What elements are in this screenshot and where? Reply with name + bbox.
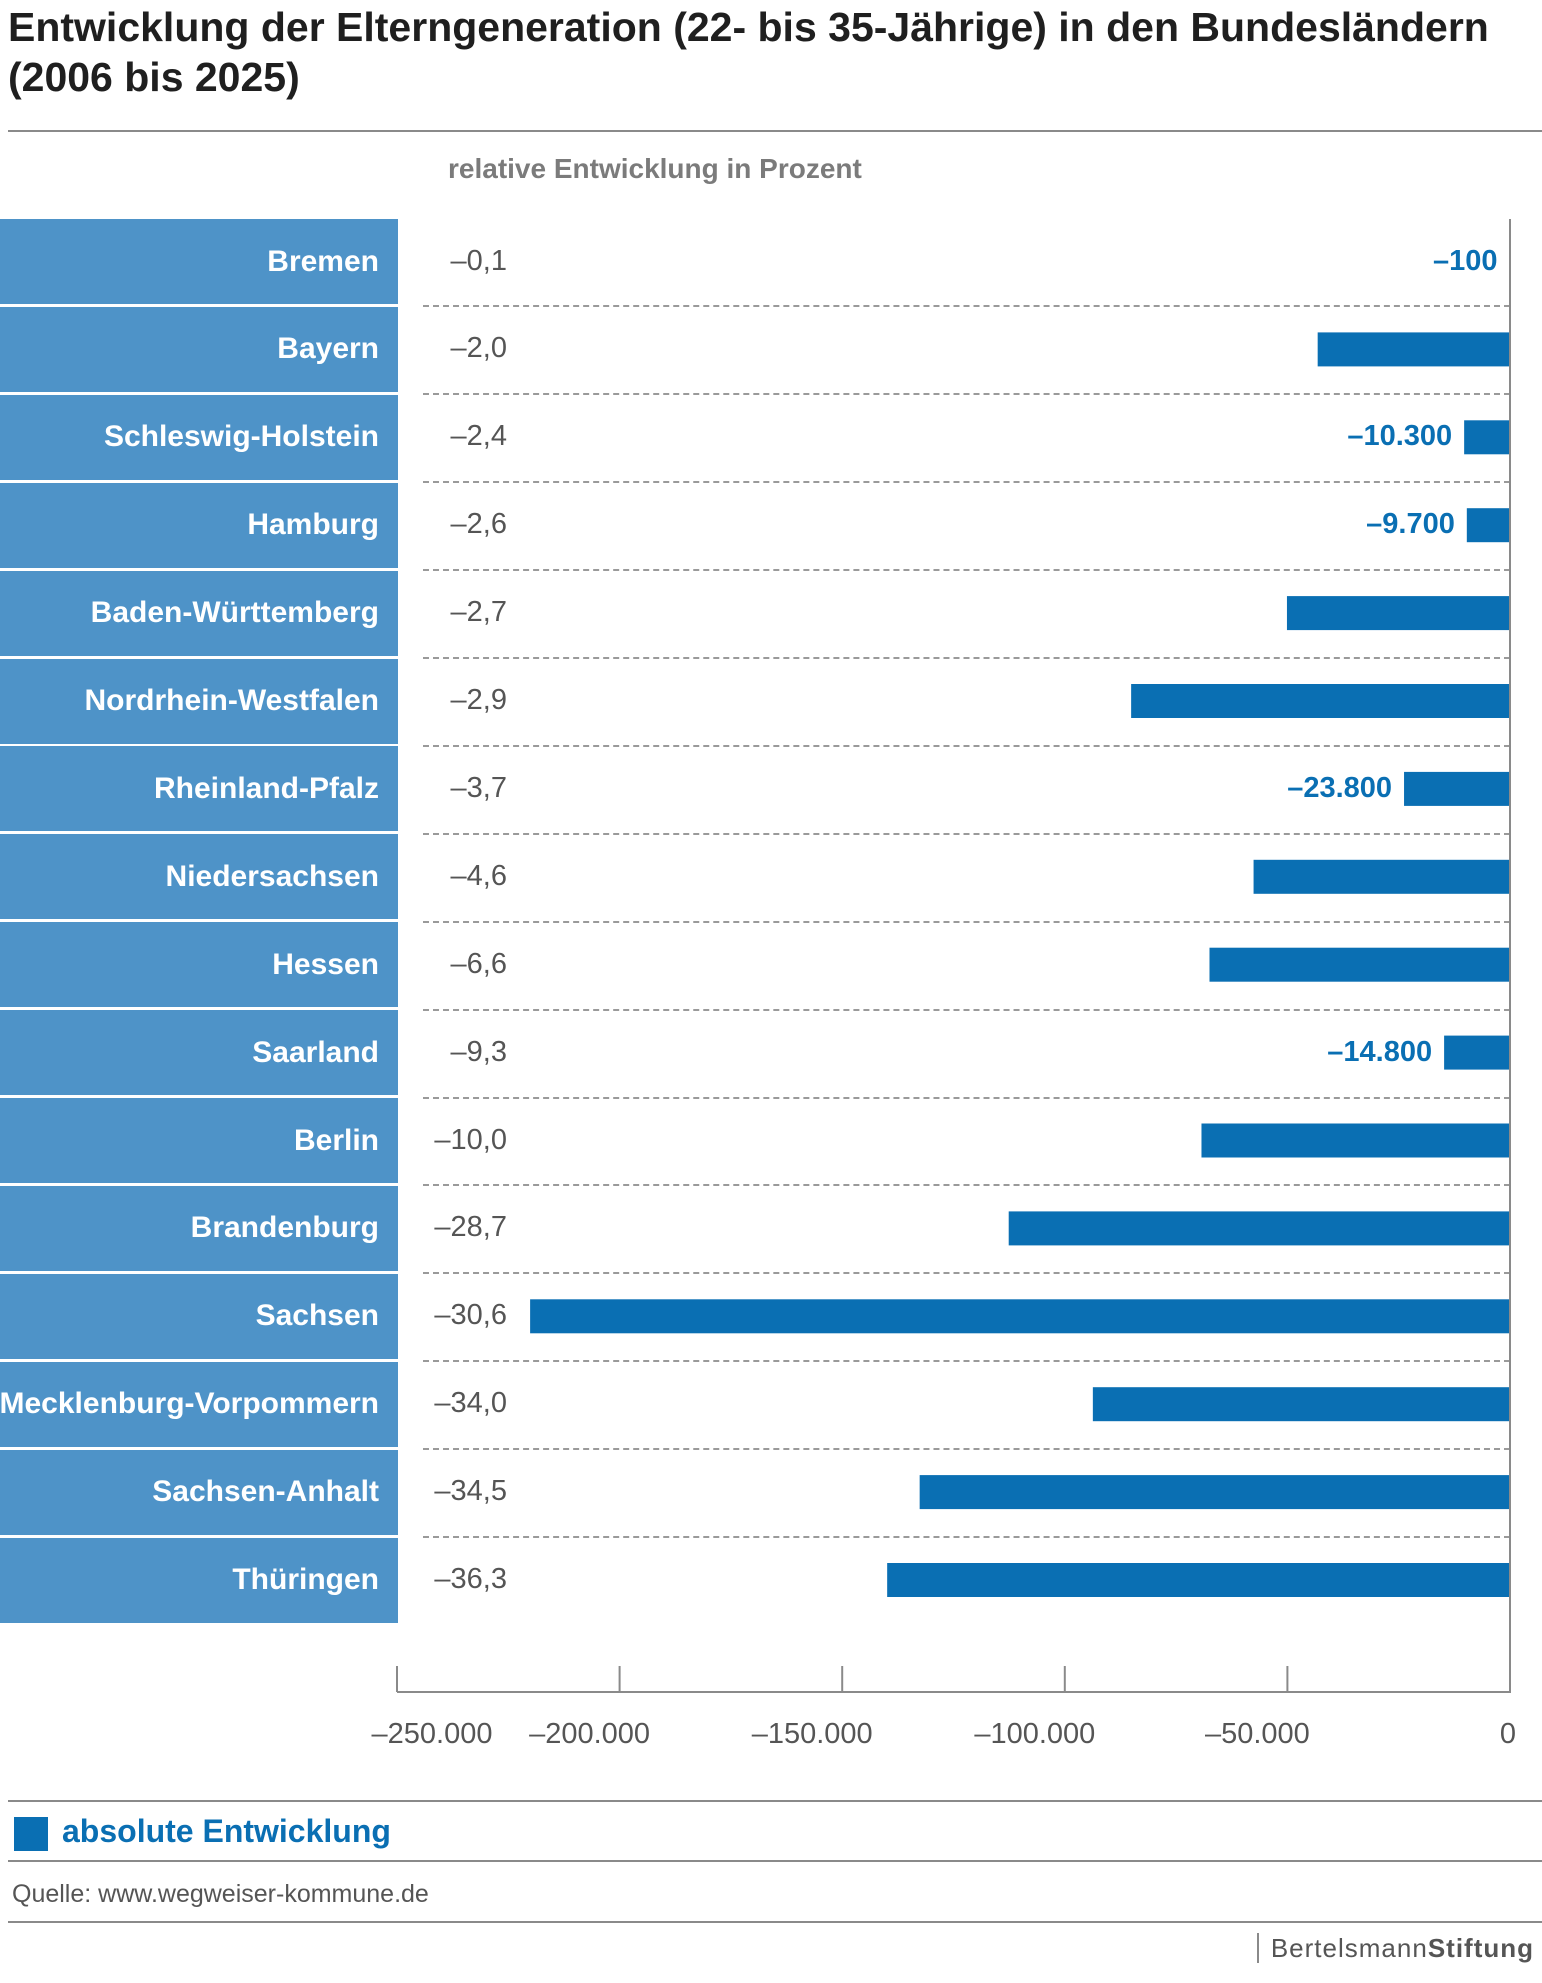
bar	[1466, 508, 1510, 543]
value-label: –14.800	[1327, 1035, 1433, 1068]
row-separator	[423, 393, 1510, 396]
category-label: Sachsen	[0, 1273, 398, 1359]
bar	[1253, 859, 1510, 894]
row-separator	[423, 920, 1510, 923]
footer-rule	[8, 1921, 1542, 1923]
chart-title: Entwicklung der Elterngeneration (22- bi…	[8, 4, 1489, 100]
row-separator	[423, 1448, 1510, 1451]
category-label: Niedersachsen	[0, 834, 398, 920]
row-separator	[423, 305, 1510, 308]
percent-label: –9,3	[450, 1035, 507, 1068]
bar	[1404, 771, 1510, 806]
row-separator	[423, 1272, 1510, 1275]
category-label: Baden-Württemberg	[0, 570, 398, 656]
row-separator	[423, 1360, 1510, 1363]
x-tick-label: 0	[1499, 1718, 1517, 1750]
bar	[919, 1475, 1510, 1510]
legend-swatch	[14, 1817, 48, 1851]
percent-label: –2,9	[450, 684, 507, 716]
legend-label: absolute Entwicklung	[62, 1813, 391, 1849]
percent-label: –2,7	[450, 596, 507, 629]
brand-part2: Stiftung	[1427, 1933, 1534, 1963]
percent-label: –34,0	[434, 1387, 507, 1420]
category-label: Hamburg	[0, 482, 398, 568]
percent-label: –3,7	[450, 771, 507, 804]
value-label: –100	[1433, 244, 1498, 277]
bar	[1464, 420, 1510, 455]
category-label: Schleswig-Holstein	[0, 394, 398, 480]
brand-part1: Bertelsmann	[1270, 1933, 1428, 1963]
bar	[1092, 1387, 1510, 1422]
top-rule	[8, 130, 1542, 132]
bar	[1131, 684, 1510, 718]
percent-label: –34,5	[434, 1475, 507, 1508]
row-separator	[423, 832, 1510, 835]
category-label: Brandenburg	[0, 1185, 398, 1271]
category-label: Mecklenburg-Vorpommern	[0, 1361, 398, 1447]
percent-label: –0,1	[450, 244, 507, 277]
legend-top-rule	[8, 1800, 1542, 1802]
chart-subtitle: relative Entwicklung in Prozent	[448, 153, 862, 184]
x-tick-label: –50.000	[1204, 1718, 1310, 1750]
percent-label: –2,4	[450, 420, 507, 453]
category-label: Saarland	[0, 1010, 398, 1096]
row-separator	[423, 481, 1510, 484]
percent-label: –2,0	[450, 332, 507, 365]
value-label: –10.300	[1347, 420, 1453, 453]
value-label: –23.800	[1287, 771, 1393, 804]
category-label: Thüringen	[0, 1537, 398, 1623]
bar	[530, 1299, 1510, 1334]
percent-label: –6,6	[450, 947, 507, 980]
percent-label: –28,7	[434, 1211, 507, 1244]
bar	[887, 1563, 1510, 1597]
x-tick-label: –150.000	[751, 1718, 873, 1750]
bar	[1201, 1123, 1510, 1158]
x-tick-label: –250.000	[371, 1718, 493, 1750]
row-separator	[423, 569, 1510, 572]
bar	[1008, 1211, 1510, 1246]
brand-logo: BertelsmannStiftung	[1256, 1933, 1534, 1963]
percent-label: –30,6	[434, 1299, 507, 1332]
category-label: Sachsen-Anhalt	[0, 1449, 398, 1535]
bar	[1286, 596, 1510, 631]
source-text: Quelle: www.wegweiser-kommune.de	[12, 1880, 429, 1908]
row-separator	[423, 1184, 1510, 1187]
category-label: Nordrhein-Westfalen	[0, 658, 398, 744]
x-tick-label: –200.000	[529, 1718, 651, 1750]
value-label: –9.700	[1366, 508, 1455, 541]
percent-label: –2,6	[450, 508, 507, 541]
category-label: Berlin	[0, 1098, 398, 1183]
bar	[1209, 947, 1510, 982]
category-label: Hessen	[0, 922, 398, 1008]
bar	[1317, 332, 1510, 367]
row-separator	[423, 744, 1510, 747]
category-label: Rheinland-Pfalz	[0, 746, 398, 832]
x-tick-label: –100.000	[974, 1718, 1096, 1750]
percent-label: –36,3	[434, 1563, 507, 1595]
row-separator	[423, 1536, 1510, 1538]
category-label: Bremen	[0, 219, 398, 304]
row-separator	[423, 1096, 1510, 1099]
source-top-rule	[8, 1860, 1542, 1862]
row-separator	[423, 1008, 1510, 1011]
bar	[1444, 1035, 1510, 1070]
percent-label: –10,0	[434, 1123, 507, 1156]
row-separator	[423, 657, 1510, 659]
percent-label: –4,6	[450, 859, 507, 892]
category-label: Bayern	[0, 306, 398, 392]
